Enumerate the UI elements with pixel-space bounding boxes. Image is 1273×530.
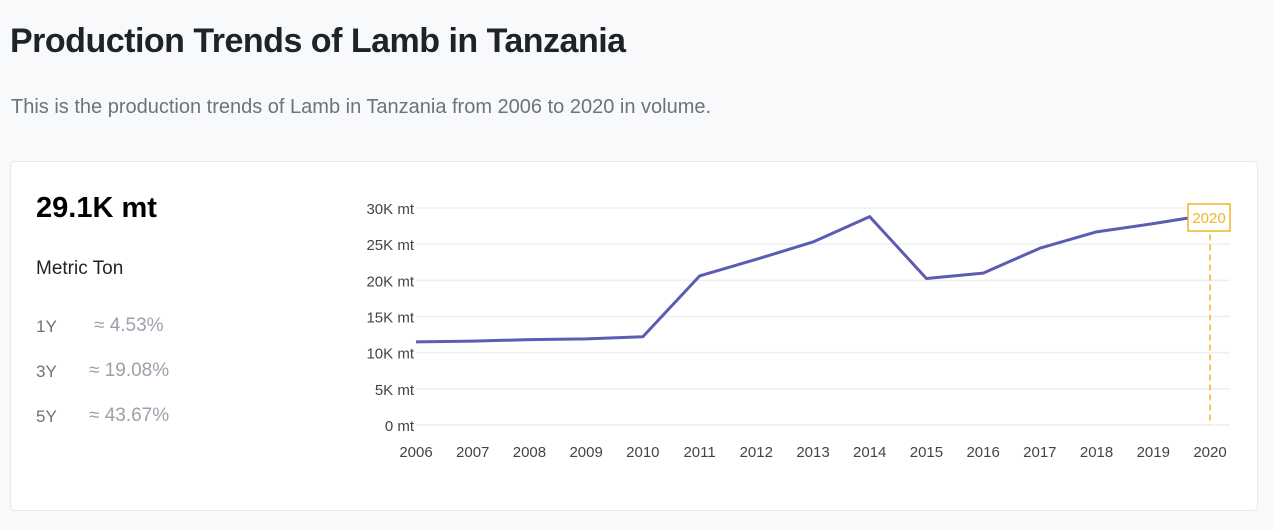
x-tick-label: 2018 (1080, 444, 1113, 461)
page-subtitle: This is the production trends of Lamb in… (11, 96, 712, 118)
y-tick-label: 10K mt (366, 346, 414, 363)
y-tick-label: 20K mt (366, 273, 414, 290)
y-tick-label: 25K mt (366, 237, 414, 254)
x-tick-label: 2012 (740, 444, 773, 461)
change-value: ≈ 19.08% (89, 360, 170, 381)
period-label: 5Y (36, 407, 57, 426)
change-3y: 3Y ≈ 19.08% (36, 360, 169, 382)
x-tick-label: 2020 (1193, 444, 1226, 461)
x-tick-label: 2006 (399, 444, 432, 461)
period-label: 3Y (36, 362, 57, 381)
x-tick-label: 2010 (626, 444, 659, 461)
x-tick-label: 2011 (683, 444, 715, 461)
x-tick-label: 2008 (513, 444, 546, 461)
x-tick-label: 2017 (1023, 444, 1056, 461)
highlight-label-box (1187, 203, 1231, 232)
x-tick-label: 2007 (456, 444, 489, 461)
series-line (415, 213, 1211, 344)
period-label: 1Y (36, 317, 57, 336)
x-tick-label: 2014 (853, 444, 886, 461)
page-title: Production Trends of Lamb in Tanzania (10, 22, 626, 60)
current-value: 29.1K mt (36, 192, 157, 224)
x-tick-label: 2009 (569, 444, 602, 461)
x-tick-label: 2019 (1137, 444, 1170, 461)
change-1y: 1Y ≈ 4.53% (36, 315, 164, 337)
x-tick-label: 2015 (910, 444, 943, 461)
change-value: ≈ 43.67% (89, 405, 170, 426)
y-tick-label: 30K mt (366, 201, 414, 218)
change-value: ≈ 4.53% (94, 315, 164, 336)
x-tick-label: 2016 (966, 444, 999, 461)
change-5y: 5Y ≈ 43.67% (36, 405, 169, 427)
y-tick-label: 5K mt (375, 382, 415, 399)
y-tick-label: 0 mt (385, 418, 415, 435)
x-tick-label: 2013 (796, 444, 829, 461)
y-tick-label: 15K mt (366, 310, 414, 327)
highlight-label: 2020 (1192, 210, 1225, 227)
unit-label: Metric Ton (36, 258, 124, 279)
